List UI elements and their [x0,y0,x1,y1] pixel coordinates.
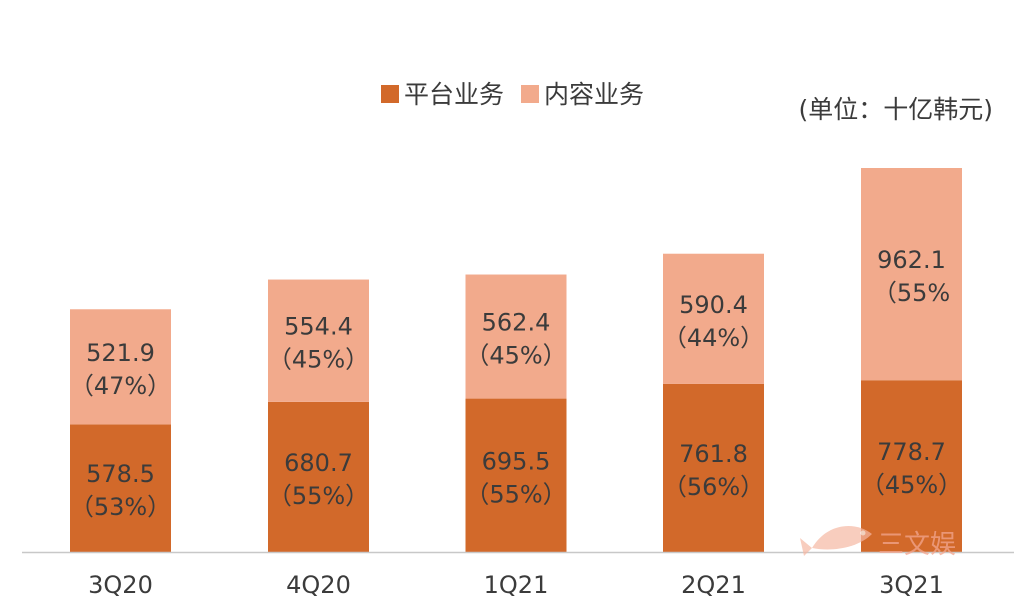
data-label-value: 962.1 [877,246,946,274]
data-label-share: （55%） [268,482,369,510]
data-label-value: 680.7 [284,449,353,477]
data-label-value: 562.4 [482,309,551,337]
watermark-text: 三文娱 [878,530,956,560]
watermark: 三文娱 [800,525,956,560]
legend-swatch-content [521,85,539,103]
data-label-value: 554.4 [284,313,353,341]
data-label-share: （55%） [465,480,566,508]
data-label-value: 521.9 [86,339,155,367]
bar-segment-content-2Q21 [663,253,764,384]
bar-segment-content-4Q20 [268,279,369,402]
x-tick-label: 1Q21 [484,571,549,599]
x-tick-label: 2Q21 [681,571,746,599]
data-label-share: （53%） [70,493,171,521]
bar-segment-platform-2Q21 [663,383,764,552]
data-label-share: （55% [873,279,950,307]
bar-segment-content-1Q21 [465,274,567,399]
data-label-value: 578.5 [86,460,155,488]
bar-segment-platform-4Q20 [268,401,369,552]
bar-segment-content-3Q20 [70,309,171,425]
data-label-share: （45%） [268,346,369,374]
bar-segment-platform-3Q20 [70,424,171,552]
x-axis-ticks: 3Q20 4Q20 1Q21 2Q21 3Q21 [88,571,944,599]
data-label-value: 761.8 [679,440,748,468]
legend-swatch-platform [381,85,399,103]
data-label-value: 695.5 [482,447,551,475]
legend-label-platform: 平台业务 [404,80,504,109]
x-tick-label: 4Q20 [286,571,351,599]
data-label-share: （45%） [465,342,566,370]
fish-logo-icon [800,525,872,556]
data-label-share: （56%） [663,473,764,501]
x-tick-label: 3Q21 [879,571,944,599]
data-label-share: （47%） [70,372,171,400]
data-label-value: 590.4 [679,291,748,319]
bar-segment-content-3Q21 [861,168,962,381]
bar-segment-platform-3Q21 [861,380,962,552]
bars-group: 578.5 （53%） 521.9 （47%） 680.7 （55%） 554.4 （45%）… [70,168,962,552]
data-label-value: 778.7 [877,438,946,466]
data-label-share: （44%） [663,324,764,352]
unit-label: (单位：十亿韩元) [798,95,993,124]
bar-segment-platform-1Q21 [465,398,567,552]
legend: 平台业务 内容业务 [381,80,644,109]
legend-label-content: 内容业务 [544,80,644,109]
x-tick-label: 3Q20 [88,571,153,599]
data-label-share: （45%） [861,471,962,499]
